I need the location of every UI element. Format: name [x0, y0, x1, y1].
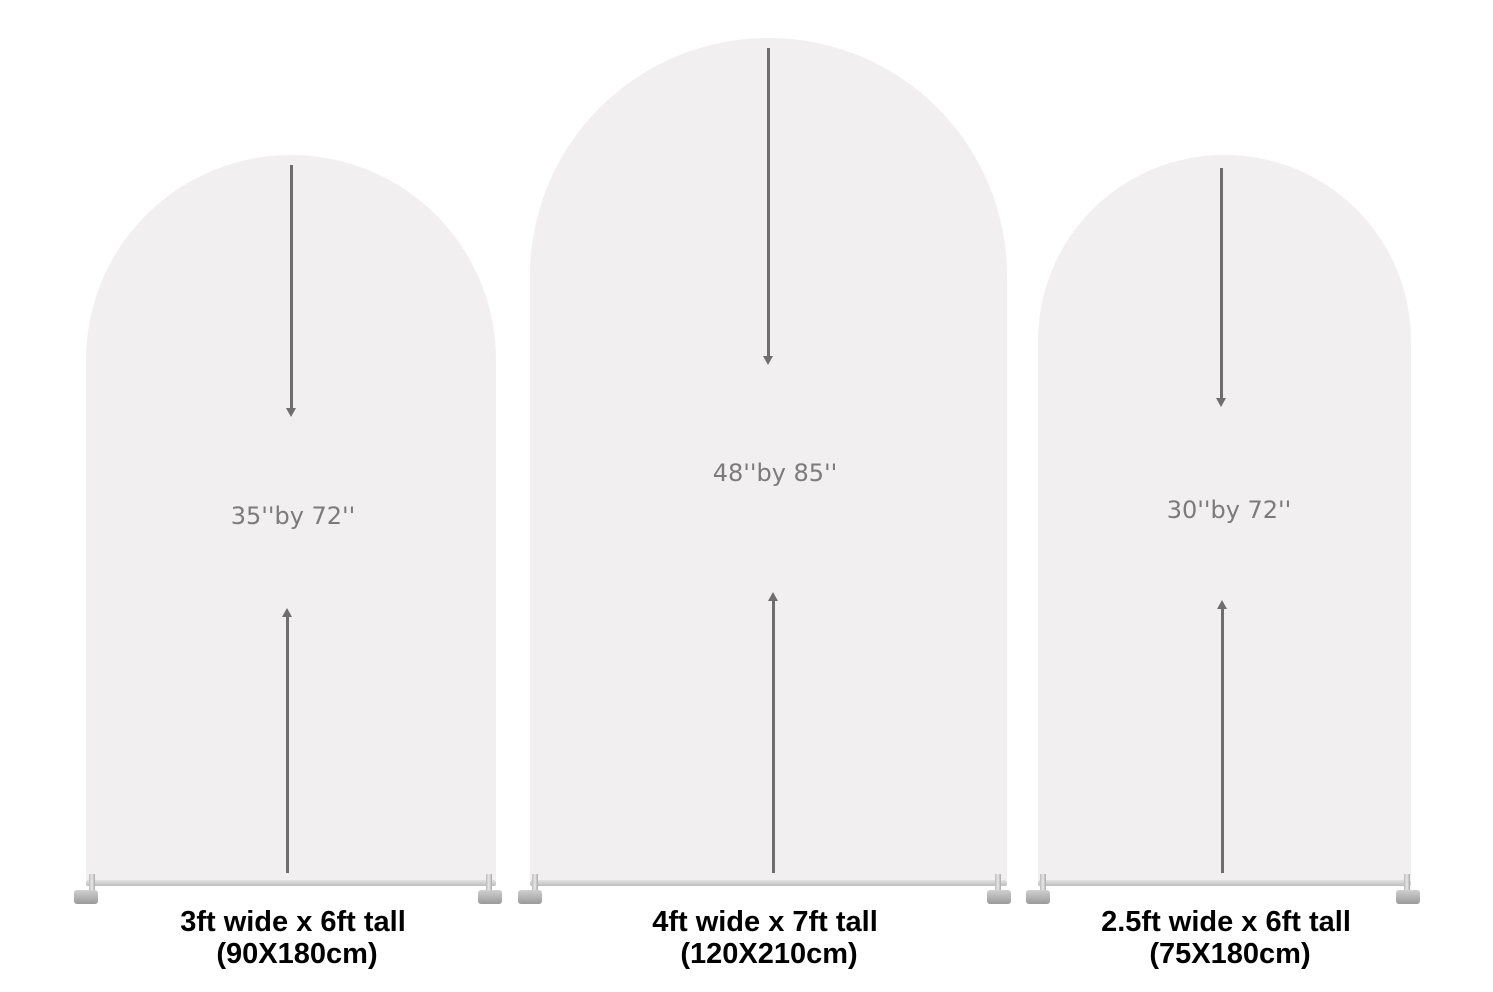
arrow-up-head	[282, 608, 292, 617]
stand-base	[530, 880, 1007, 886]
arrow-up-line	[286, 617, 289, 873]
arrow-up-head	[768, 592, 778, 601]
size-label: 48''by 85''	[712, 459, 838, 487]
caption-metric: (75X180cm)	[1149, 938, 1311, 970]
caption-title: 4ft wide x 7ft tall	[652, 906, 878, 938]
stand-post-left	[532, 874, 538, 898]
stand-base	[1038, 880, 1411, 886]
caption-title: 3ft wide x 6ft tall	[180, 906, 406, 938]
caption-metric: (120X210cm)	[680, 938, 858, 970]
stand-base	[86, 880, 496, 886]
arrow-down-head	[286, 408, 296, 417]
stand-foot-left	[1026, 890, 1050, 904]
caption-title: 2.5ft wide x 6ft tall	[1101, 906, 1351, 938]
arrow-up-line	[1221, 609, 1224, 873]
arrow-down-line	[290, 165, 293, 408]
stand-foot-right	[1396, 890, 1420, 904]
caption-metric: (90X180cm)	[216, 938, 378, 970]
stand-foot-right	[478, 890, 502, 904]
arrow-down-head	[1216, 398, 1226, 407]
arrow-down-line	[1220, 168, 1223, 398]
arrow-down-line	[767, 48, 770, 356]
stand-foot-left	[518, 890, 542, 904]
arrow-up-line	[772, 601, 775, 873]
arch-backdrop-narrow	[1038, 155, 1411, 880]
stand-post-left	[1040, 874, 1046, 898]
stand-post-right	[1404, 874, 1410, 898]
stand-post-left	[89, 874, 95, 898]
stand-foot-right	[987, 890, 1011, 904]
arrow-down-head	[763, 356, 773, 365]
size-label: 35''by 72''	[230, 502, 356, 530]
stand-post-right	[995, 874, 1001, 898]
stand-foot-left	[74, 890, 98, 904]
stand-post-right	[486, 874, 492, 898]
arrow-up-head	[1217, 600, 1227, 609]
size-label: 30''by 72''	[1166, 496, 1292, 524]
